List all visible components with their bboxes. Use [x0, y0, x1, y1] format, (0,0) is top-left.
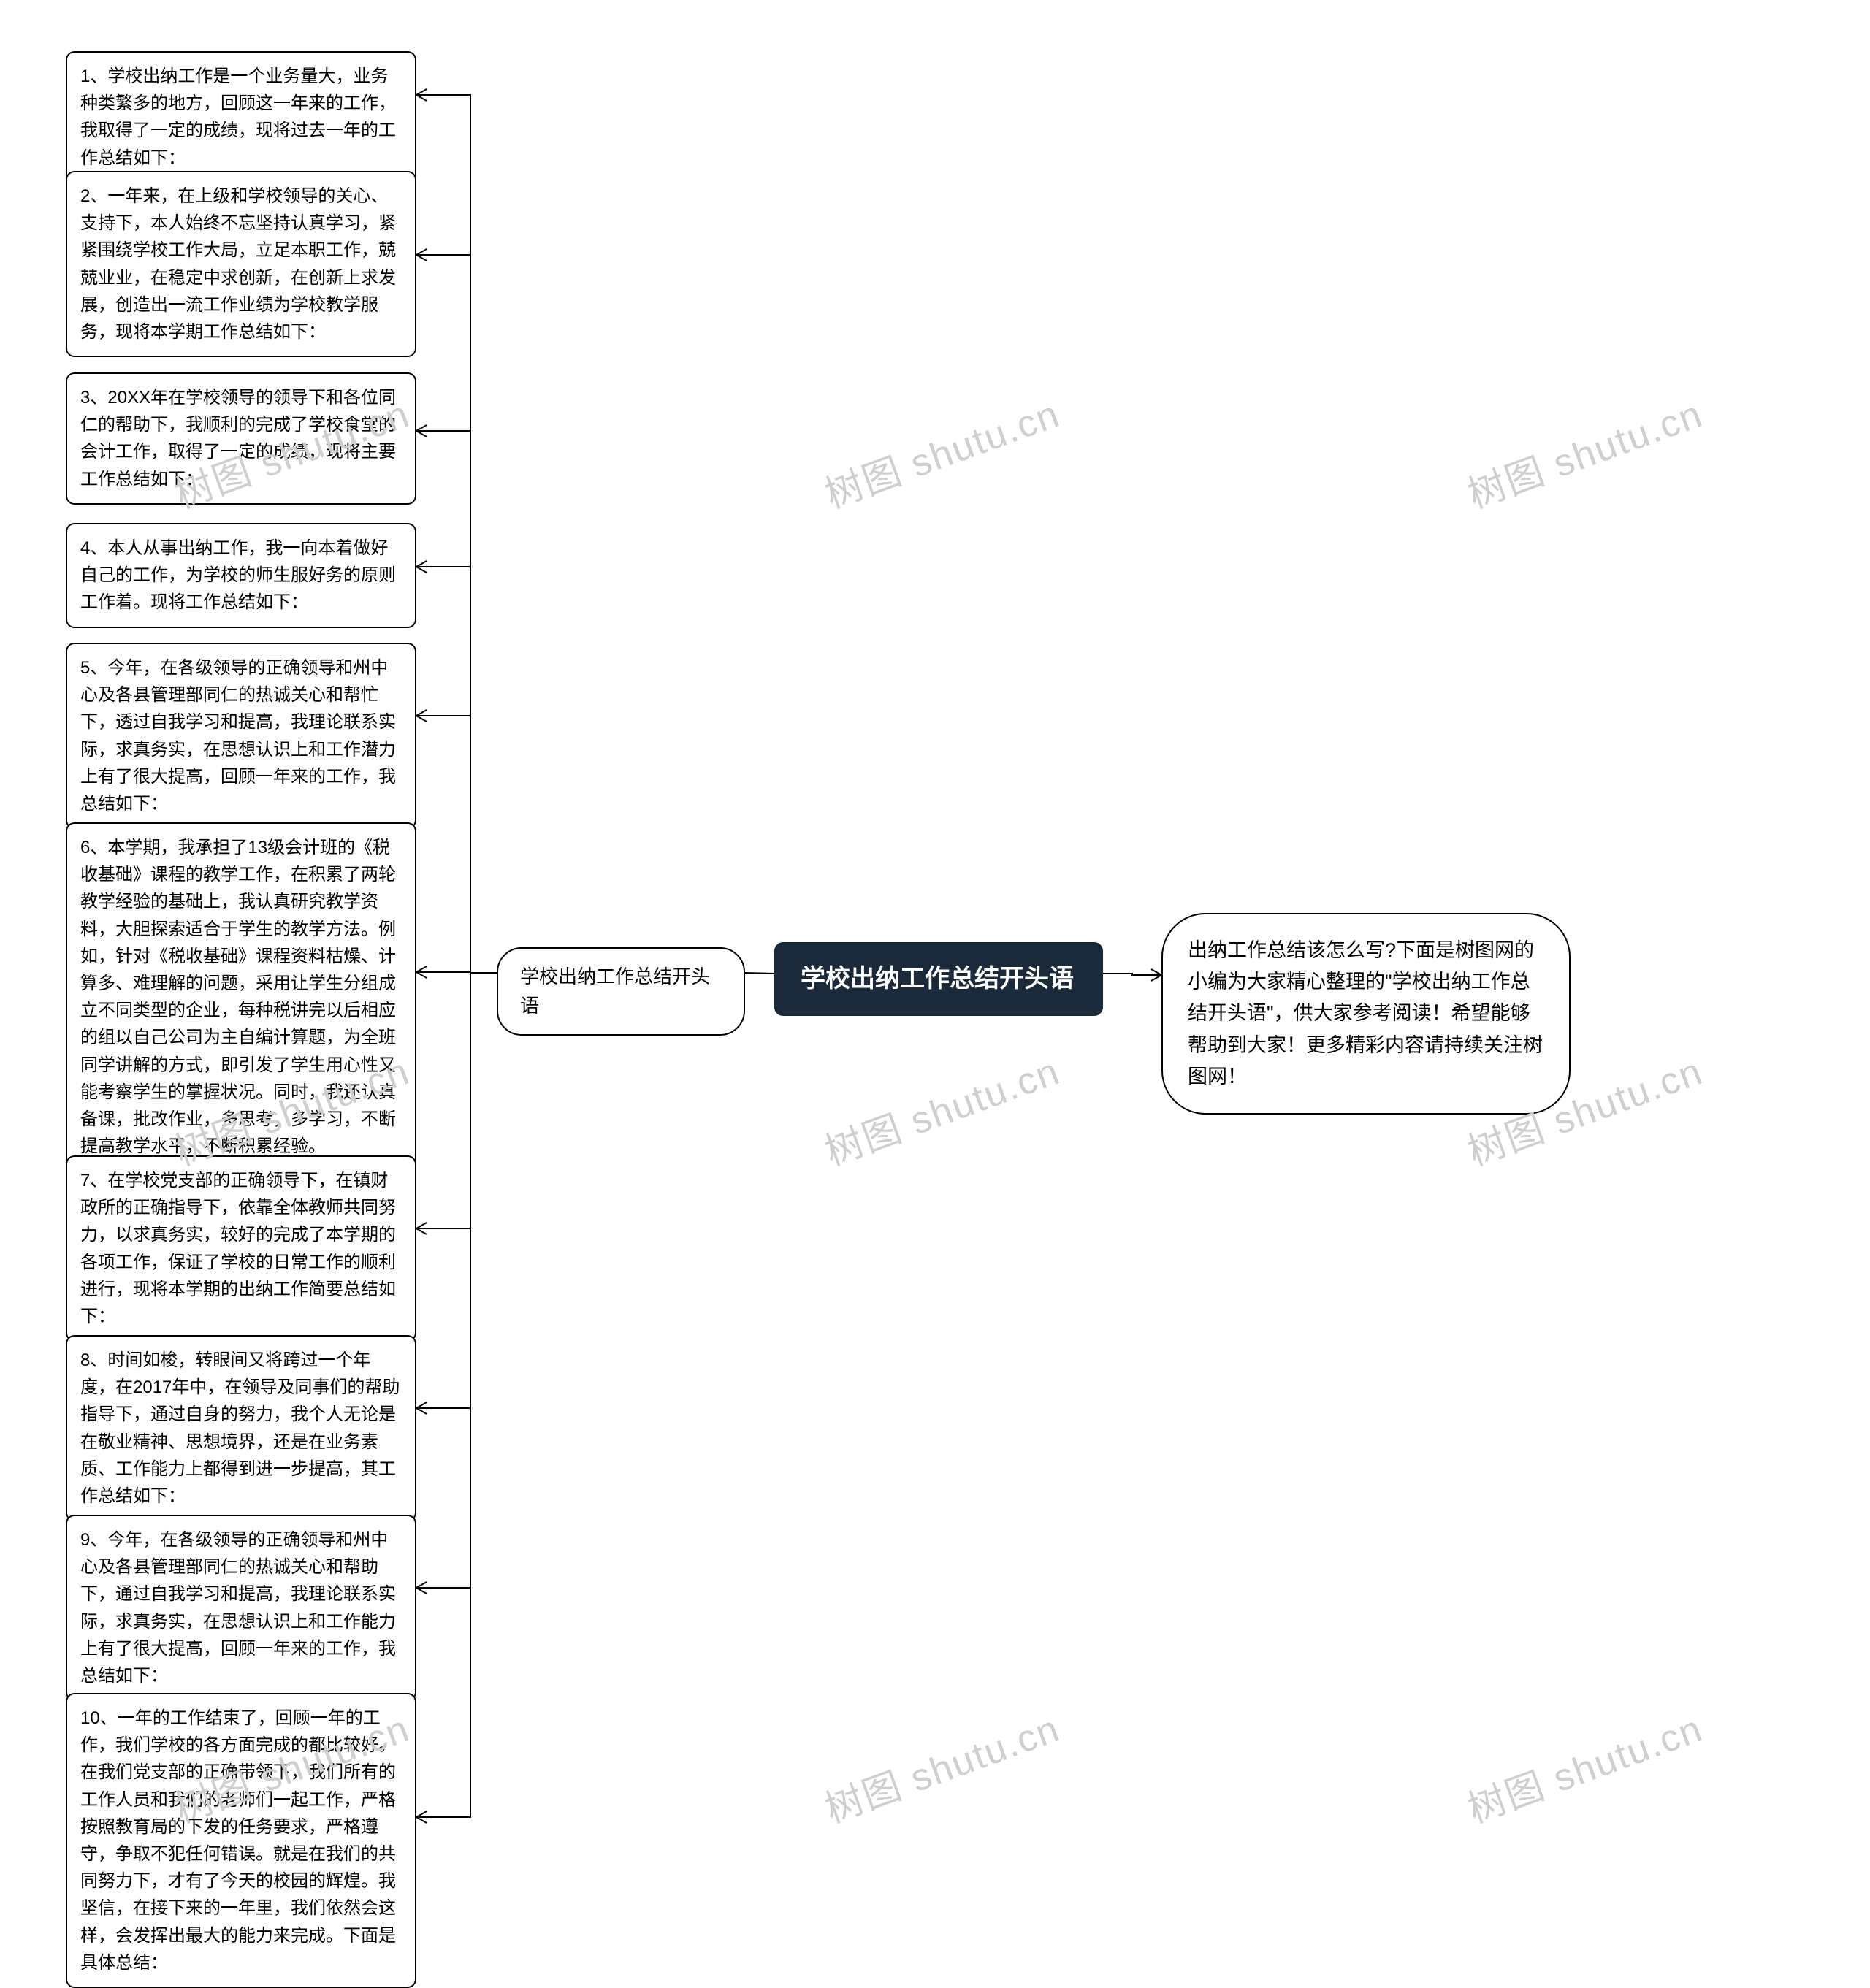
- watermark: 树图 shutu.cn: [816, 383, 1066, 519]
- leaf-node-7[interactable]: 7、在学校党支部的正确领导下，在镇财政所的正确指导下，依靠全体教师共同努力，以求…: [66, 1155, 416, 1342]
- mindmap-intro[interactable]: 出纳工作总结该怎么写?下面是树图网的小编为大家精心整理的"学校出纳工作总结开头语…: [1161, 913, 1571, 1115]
- watermark: 树图 shutu.cn: [816, 1041, 1066, 1177]
- leaf-node-4[interactable]: 4、本人从事出纳工作，我一向本着做好自己的工作，为学校的师生服好务的原则工作着。…: [66, 523, 416, 628]
- leaf-node-6[interactable]: 6、本学期，我承担了13级会计班的《税收基础》课程的教学工作，在积累了两轮教学经…: [66, 822, 416, 1171]
- mindmap-subtitle[interactable]: 学校出纳工作总结开头语: [497, 947, 745, 1036]
- watermark: 树图 shutu.cn: [816, 1698, 1066, 1834]
- leaf-node-9[interactable]: 9、今年，在各级领导的正确领导和州中心及各县管理部同仁的热诚关心和帮助下，通过自…: [66, 1515, 416, 1701]
- leaf-node-2[interactable]: 2、一年来，在上级和学校领导的关心、支持下，本人始终不忘坚持认真学习，紧紧围绕学…: [66, 171, 416, 357]
- watermark: 树图 shutu.cn: [1459, 383, 1709, 519]
- watermark: 树图 shutu.cn: [1459, 1698, 1709, 1834]
- leaf-node-1[interactable]: 1、学校出纳工作是一个业务量大，业务种类繁多的地方，回顾这一年来的工作，我取得了…: [66, 51, 416, 183]
- leaf-node-10[interactable]: 10、一年的工作结束了，回顾一年的工作，我们学校的各方面完成的都比较好。在我们党…: [66, 1693, 416, 1988]
- mindmap-root[interactable]: 学校出纳工作总结开头语: [774, 942, 1103, 1016]
- leaf-node-3[interactable]: 3、20XX年在学校领导的领导下和各位同仁的帮助下，我顺利的完成了学校食堂的会计…: [66, 372, 416, 505]
- leaf-node-8[interactable]: 8、时间如梭，转眼间又将跨过一个年度，在2017年中，在领导及同事们的帮助指导下…: [66, 1335, 416, 1521]
- leaf-node-5[interactable]: 5、今年，在各级领导的正确领导和州中心及各县管理部同仁的热诚关心和帮忙下，透过自…: [66, 643, 416, 829]
